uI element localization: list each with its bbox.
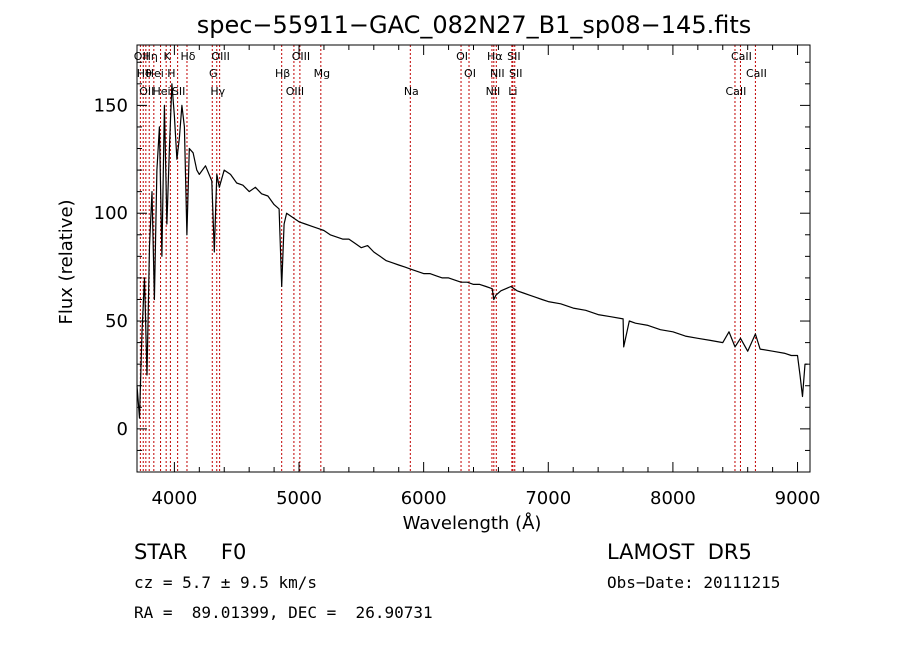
line-label: Hδ [180, 50, 195, 63]
spectrum-series-line [136, 83, 808, 419]
line-label: Hγ [210, 85, 225, 98]
line-label: Hα [487, 50, 503, 63]
observation-date: Obs−Date: 20111215 [607, 573, 781, 592]
line-label: Li [508, 85, 517, 98]
plot-frame [136, 44, 811, 473]
line-label: SII [509, 67, 522, 80]
line-label: OI [456, 50, 468, 63]
x-tick-label: 8000 [650, 488, 696, 509]
line-label: Hei [146, 67, 164, 80]
y-tick-label: 150 [94, 95, 128, 116]
y-tick-label: 0 [117, 419, 128, 440]
line-label: SII [172, 85, 185, 98]
y-axis-label: Flux (relative) [56, 199, 77, 324]
line-label: Hθ [137, 67, 152, 80]
y-tick-label: 50 [105, 311, 128, 332]
line-label: CaII [746, 67, 767, 80]
line-label: CaII [731, 50, 752, 63]
line-label: Hβ [275, 67, 290, 80]
emission-line-labels: OIIHθOIIHηHeiHeiKHSIIHδGHγOIIIHβOIIIOIII… [134, 50, 767, 98]
line-label: K [164, 50, 172, 63]
line-label: Mg [314, 67, 330, 80]
x-axis-label: Wavelength (Å) [403, 512, 542, 534]
line-label: SII [507, 50, 520, 63]
y-tick-label: 100 [94, 203, 128, 224]
x-tick-label: 9000 [775, 488, 821, 509]
line-label: NII [486, 85, 501, 98]
object-class: STAR F0 [134, 540, 247, 564]
axis-tick-labels: 4000 5000 6000 7000 8000 9000 0 50 100 150 [94, 95, 821, 509]
line-label: OIII [286, 85, 304, 98]
line-label: H [167, 67, 175, 80]
x-tick-label: 5000 [276, 488, 322, 509]
x-tick-label: 7000 [525, 488, 571, 509]
line-label: OII [139, 85, 154, 98]
line-label: Na [404, 85, 419, 98]
line-label: OIII [292, 50, 310, 63]
emission-line-markers [139, 45, 756, 472]
x-tick-label: 4000 [151, 488, 197, 509]
line-label: NII [490, 67, 505, 80]
line-label: OII [134, 50, 149, 63]
line-label: OIII [211, 50, 229, 63]
line-label: G [209, 67, 218, 80]
x-tick-label: 6000 [401, 488, 447, 509]
line-label: Hη [143, 50, 158, 63]
line-label: Hei [153, 85, 171, 98]
line-label: OI [464, 67, 476, 80]
chart-title: spec−55911−GAC_082N27_B1_sp08−145.fits [197, 11, 752, 39]
coordinates: RA = 89.01399, DEC = 26.90731 [134, 603, 433, 622]
survey-name: LAMOST DR5 [607, 540, 752, 564]
redshift-velocity: cz = 5.7 ± 9.5 km/s [134, 573, 318, 592]
axis-ticks [137, 45, 810, 473]
line-label: CaII [726, 85, 747, 98]
